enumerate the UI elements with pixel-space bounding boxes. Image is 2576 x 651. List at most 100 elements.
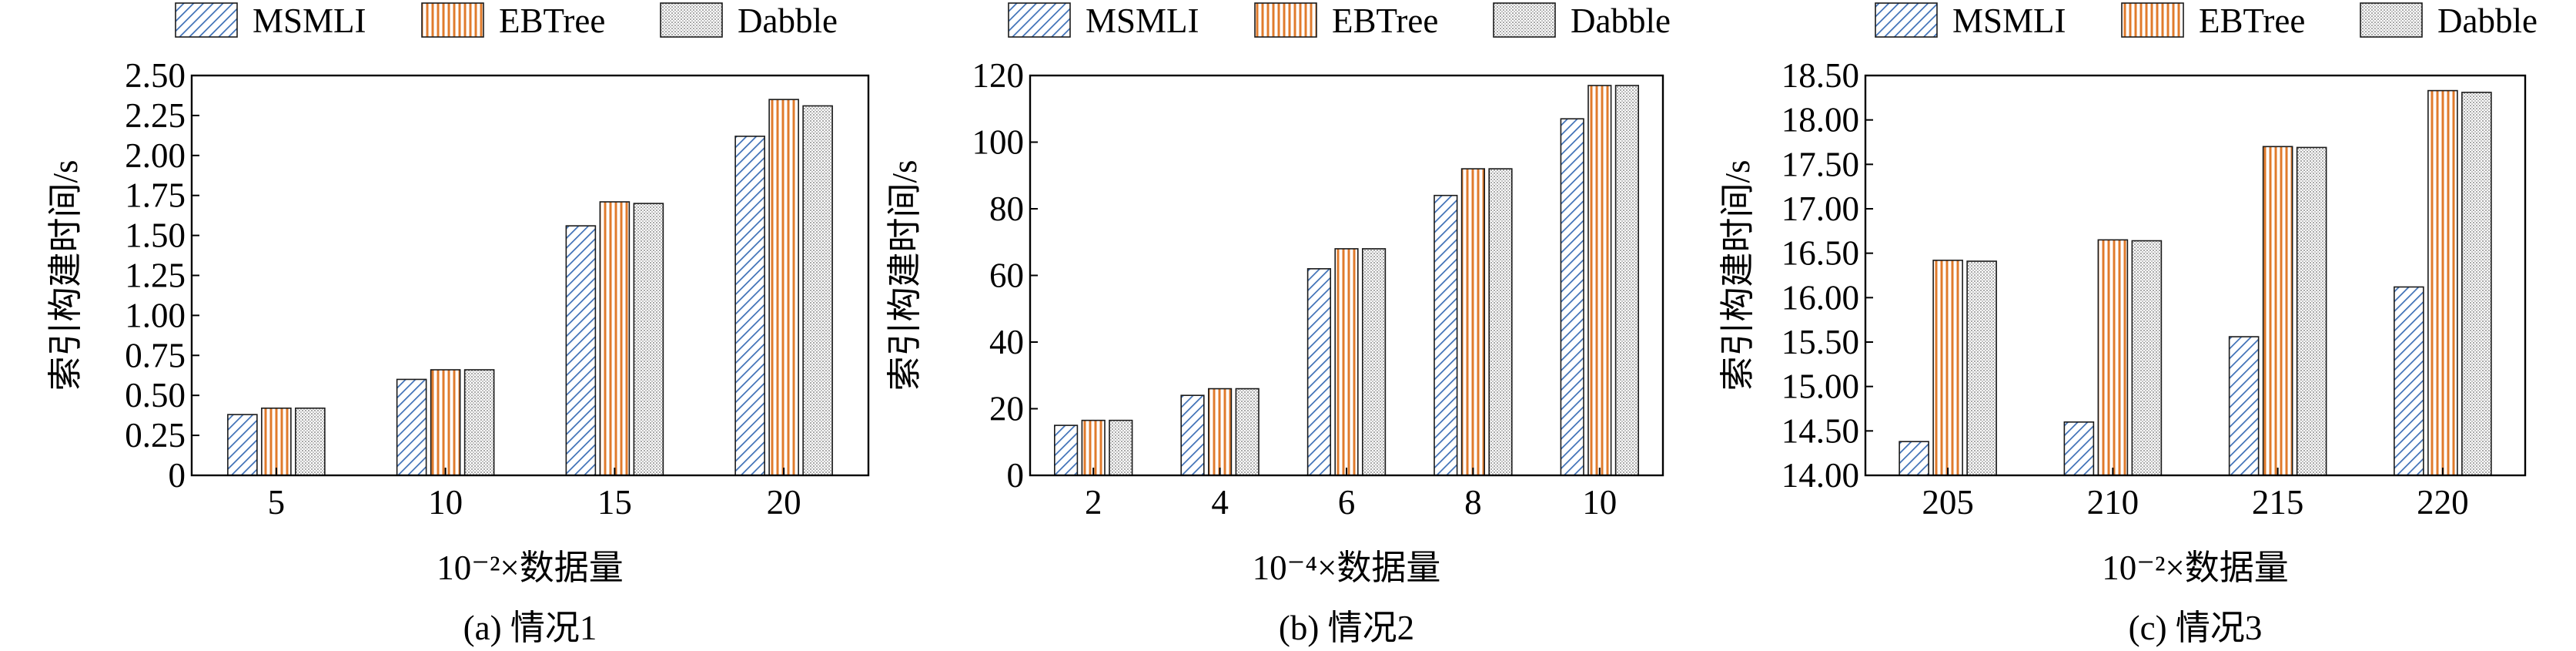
bar-ebtree-215 — [2262, 146, 2293, 476]
x-tick-label: 4 — [1211, 483, 1229, 522]
legend-swatch-msmli — [175, 2, 238, 38]
bar-ebtree-10 — [1587, 85, 1612, 476]
bar-dabble-4 — [1235, 388, 1260, 476]
bar-ebtree-15 — [599, 201, 631, 476]
y-tick-label: 16.50 — [1781, 234, 1859, 273]
y-tick-label: 2.25 — [125, 96, 186, 135]
bar-ebtree-5 — [261, 408, 292, 476]
bar-msmli-215 — [2228, 336, 2260, 476]
y-tick-label: 18.00 — [1781, 101, 1859, 139]
y-tick-label: 20 — [989, 390, 1024, 428]
bar-msmli-6 — [1306, 268, 1332, 476]
y-tick-label: 100 — [972, 123, 1025, 162]
y-tick-label: 17.50 — [1781, 145, 1859, 183]
y-tick-label: 1.75 — [125, 176, 186, 215]
bar-ebtree-8 — [1460, 168, 1485, 476]
bar-dabble-215 — [2296, 146, 2327, 476]
y-tick-label: 15.00 — [1781, 367, 1859, 406]
x-tick-label: 20 — [767, 483, 801, 522]
y-tick-label: 17.00 — [1781, 190, 1859, 228]
bar-dabble-2 — [1109, 419, 1133, 476]
chart-caption: (a) 情况1 — [463, 609, 597, 647]
y-tick-label: 0 — [169, 456, 186, 495]
bar-ebtree-205 — [1932, 260, 1963, 476]
legend-swatch-dabble — [660, 2, 723, 38]
legend-swatch-dabble — [2360, 2, 2423, 38]
bar-dabble-10 — [463, 369, 495, 476]
bar-msmli-2 — [1054, 424, 1079, 476]
bar-msmli-220 — [2394, 286, 2424, 476]
y-tick-label: 18.50 — [1781, 56, 1859, 95]
x-axis-label: 10⁻²×数据量 — [2102, 549, 2289, 587]
bar-msmli-8 — [1434, 194, 1458, 476]
chart-caption: (c) 情况3 — [2129, 609, 2263, 647]
bar-dabble-220 — [2461, 92, 2492, 476]
bar-msmli-5 — [227, 414, 258, 476]
y-tick-label: 2.00 — [125, 136, 186, 175]
chart-panel-3: 205 210 215 220 14.00 14.50 15.00 15.50 16.00 16.… — [1718, 2, 2538, 647]
legend: MSMLI EBTree Dabble — [175, 2, 838, 40]
x-tick-label: 205 — [1922, 483, 1974, 522]
y-tick-label: 1.25 — [125, 257, 186, 295]
x-tick-label: 6 — [1338, 483, 1356, 522]
chart-caption: (b) 情况2 — [1279, 609, 1414, 647]
legend-swatch-ebtree — [2121, 2, 2184, 38]
bar-dabble-20 — [802, 105, 833, 476]
x-tick-label: 10 — [428, 483, 463, 522]
y-tick-label: 14.50 — [1781, 411, 1859, 450]
x-tick-label: 210 — [2087, 483, 2139, 522]
y-tick-label: 1.00 — [125, 296, 186, 334]
plot-frame — [190, 74, 870, 477]
y-tick-label: 0.75 — [125, 336, 186, 374]
x-tick-label: 220 — [2417, 483, 2469, 522]
chart-panel-1: 5 10 15 20 00.250.500.751.001.251.501.752.00… — [46, 2, 870, 647]
y-tick-label: 1.50 — [125, 216, 186, 255]
y-tick-label: 0 — [1007, 456, 1025, 495]
bar-dabble-5 — [295, 408, 326, 476]
legend-swatch-dabble — [1493, 2, 1556, 38]
bar-ebtree-210 — [2097, 239, 2129, 476]
bar-ebtree-220 — [2427, 89, 2458, 476]
y-tick-label: 0.50 — [125, 376, 186, 414]
bar-ebtree-10 — [430, 369, 461, 476]
y-tick-label: 14.00 — [1781, 456, 1859, 495]
legend-label-dabble: Dabble — [1571, 2, 1671, 40]
legend-label-ebtree: EBTree — [499, 2, 605, 40]
y-tick-label: 15.50 — [1781, 323, 1859, 361]
bar-ebtree-20 — [768, 99, 799, 476]
bar-ebtree-2 — [1081, 419, 1106, 476]
legend-label-msmli: MSMLI — [1952, 2, 2066, 40]
bar-msmli-4 — [1180, 394, 1205, 476]
bar-msmli-10 — [1560, 118, 1584, 476]
bar-ebtree-4 — [1208, 388, 1233, 476]
y-tick-label: 40 — [989, 323, 1024, 361]
legend: MSMLI EBTree Dabble — [1008, 2, 1671, 40]
x-tick-label: 215 — [2252, 483, 2304, 522]
y-axis-label: 索引构建时间/s — [1718, 159, 1757, 391]
x-axis-label: 10⁻⁴×数据量 — [1253, 549, 1441, 587]
y-tick-label: 2.50 — [125, 56, 186, 95]
bar-msmli-10 — [396, 378, 427, 476]
bar-dabble-8 — [1488, 168, 1513, 476]
legend-label-ebtree: EBTree — [2199, 2, 2305, 40]
legend-swatch-msmli — [1008, 2, 1071, 38]
y-tick-label: 0.25 — [125, 416, 186, 455]
legend-label-ebtree: EBTree — [1332, 2, 1438, 40]
legend-label-msmli: MSMLI — [253, 2, 366, 40]
legend-label-dabble: Dabble — [738, 2, 838, 40]
bar-dabble-15 — [633, 203, 664, 476]
legend-swatch-ebtree — [421, 2, 484, 38]
bar-msmli-20 — [734, 136, 765, 476]
legend-label-msmli: MSMLI — [1086, 2, 1199, 40]
legend-swatch-ebtree — [1254, 2, 1317, 38]
x-tick-label: 2 — [1085, 483, 1102, 522]
bar-dabble-10 — [1614, 85, 1639, 476]
y-tick-label: 80 — [989, 190, 1024, 228]
y-tick-label: 16.00 — [1781, 278, 1859, 317]
x-tick-label: 5 — [268, 483, 286, 522]
bar-ebtree-6 — [1334, 248, 1359, 476]
plot-frame — [1864, 74, 2527, 477]
y-axis-label: 索引构建时间/s — [46, 159, 85, 391]
y-tick-label: 120 — [972, 56, 1025, 95]
bar-dabble-210 — [2131, 240, 2163, 476]
